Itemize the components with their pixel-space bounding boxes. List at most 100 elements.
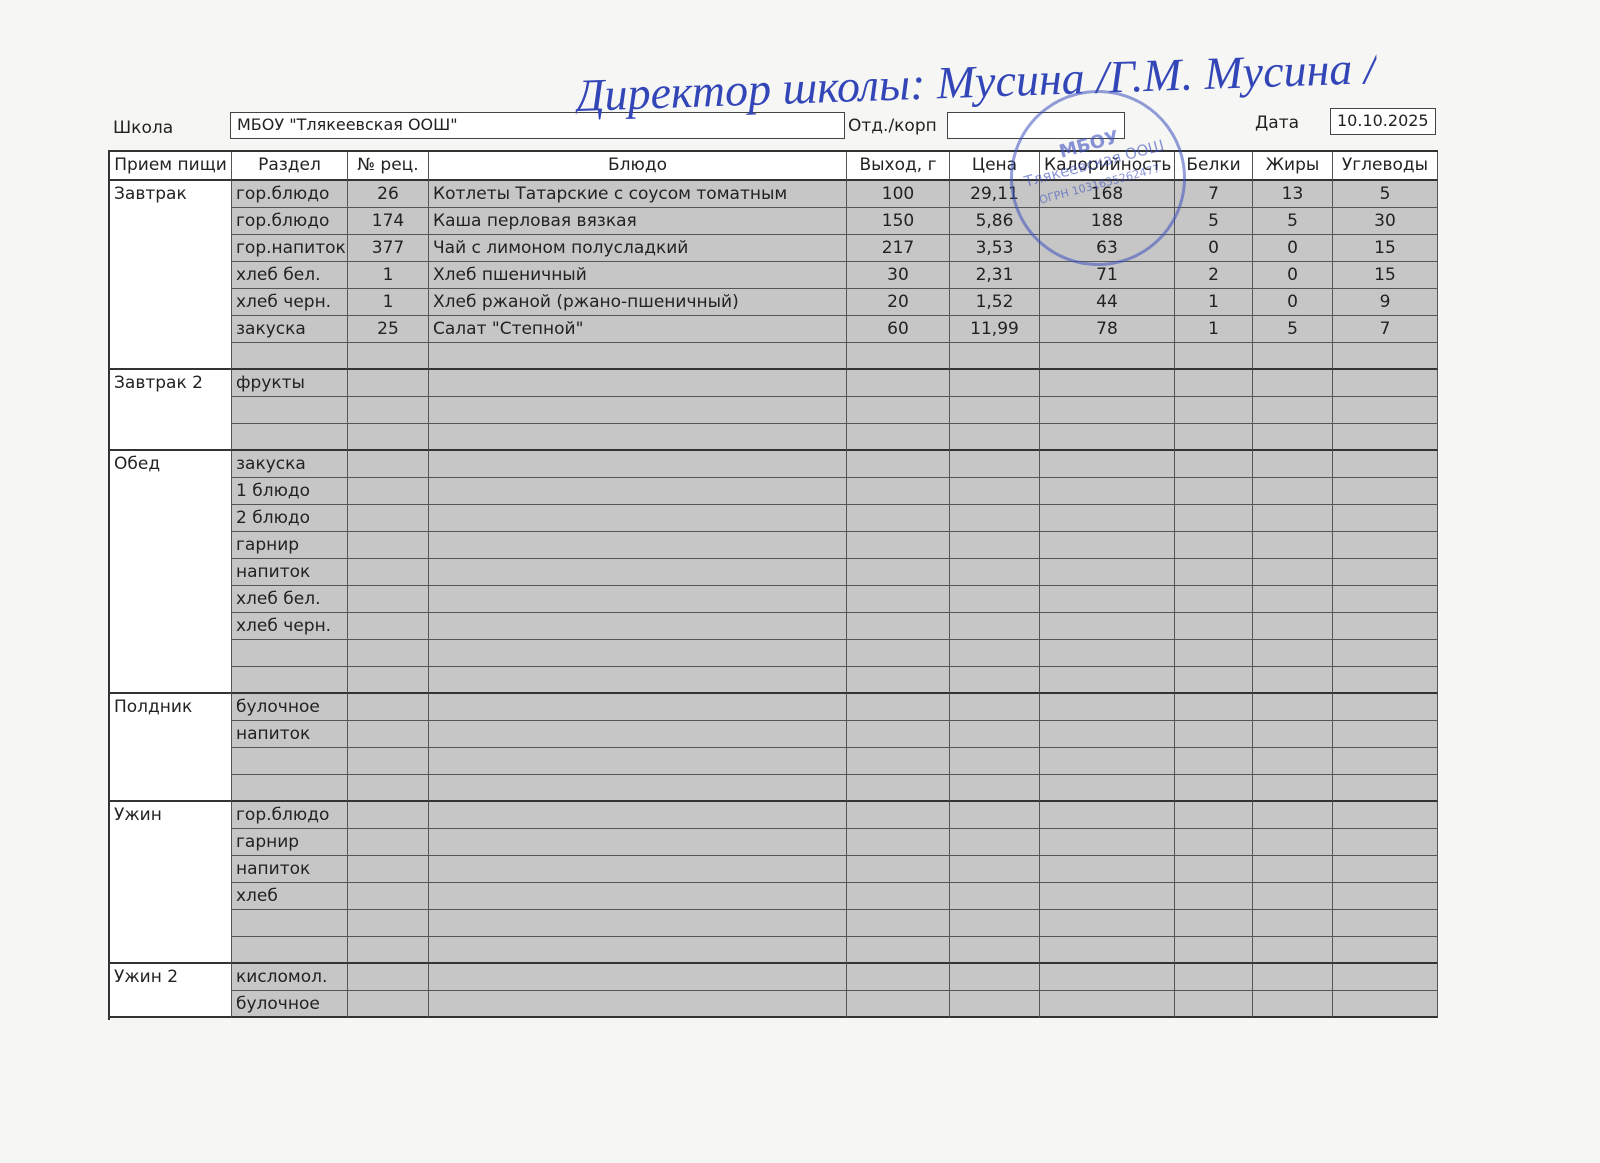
kcal-cell [1040,613,1175,640]
section-cell: гарнир [232,532,348,559]
dish-cell [429,721,847,748]
carbs-cell [1333,370,1438,397]
protein-cell [1175,424,1253,451]
kcal-cell [1040,478,1175,505]
fat-cell [1253,424,1333,451]
price-cell [950,775,1040,802]
yield-cell [847,505,950,532]
fat-cell [1253,451,1333,478]
section-cell: закуска [232,451,348,478]
yield-cell [847,883,950,910]
fat-cell [1253,559,1333,586]
carbs-cell [1333,937,1438,964]
recipe-cell [348,451,429,478]
dish-cell [429,613,847,640]
protein-cell: 5 [1175,208,1253,235]
section-cell [232,397,348,424]
yield-cell [847,937,950,964]
kcal-cell [1040,397,1175,424]
recipe-cell [348,532,429,559]
kcal-cell [1040,451,1175,478]
kcal-cell: 188 [1040,208,1175,235]
protein-cell [1175,478,1253,505]
fat-cell [1253,694,1333,721]
section-cell [232,748,348,775]
dish-cell [429,937,847,964]
carbs-cell [1333,451,1438,478]
section-cell: булочное [232,991,348,1018]
yield-cell: 60 [847,316,950,343]
recipe-cell [348,640,429,667]
dish-cell: Хлеб ржаной (ржано-пшеничный) [429,289,847,316]
dish-cell [429,802,847,829]
section-cell: 2 блюдо [232,505,348,532]
protein-cell [1175,370,1253,397]
price-cell [950,451,1040,478]
carbs-cell [1333,883,1438,910]
dish-cell [429,370,847,397]
kcal-cell [1040,343,1175,370]
carbs-cell [1333,748,1438,775]
recipe-cell [348,883,429,910]
kcal-cell [1040,694,1175,721]
protein-cell [1175,910,1253,937]
recipe-cell: 25 [348,316,429,343]
carbs-cell [1333,802,1438,829]
protein-cell [1175,964,1253,991]
price-cell [950,505,1040,532]
fat-cell [1253,478,1333,505]
fat-cell [1253,964,1333,991]
yield-cell [847,991,950,1018]
recipe-cell [348,613,429,640]
price-cell [950,667,1040,694]
dish-cell [429,397,847,424]
fat-cell [1253,856,1333,883]
dish-cell: Хлеб пшеничный [429,262,847,289]
kcal-cell [1040,370,1175,397]
header-cell: Выход, г [847,152,950,181]
dish-cell [429,532,847,559]
price-cell [950,586,1040,613]
carbs-cell [1333,586,1438,613]
price-cell [950,424,1040,451]
dish-cell [429,748,847,775]
signature: Директор школы: Мусина /Г.М. Мусина / [574,42,1378,121]
recipe-cell: 26 [348,181,429,208]
protein-cell [1175,397,1253,424]
protein-cell [1175,451,1253,478]
kcal-cell [1040,829,1175,856]
kcal-cell [1040,586,1175,613]
recipe-cell [348,964,429,991]
yield-cell [847,721,950,748]
fat-cell [1253,397,1333,424]
protein-cell: 2 [1175,262,1253,289]
dish-cell [429,478,847,505]
recipe-cell [348,559,429,586]
price-cell [950,370,1040,397]
carbs-cell: 15 [1333,235,1438,262]
menu-table: Прием пищи Раздел № рец. Блюдо Выход, г Цена К… [108,150,1438,1020]
price-cell [950,964,1040,991]
carbs-cell [1333,856,1438,883]
dish-cell [429,640,847,667]
price-cell [950,397,1040,424]
carbs-cell [1333,559,1438,586]
header-cell: № рец. [348,152,429,181]
fat-cell [1253,613,1333,640]
carbs-cell: 9 [1333,289,1438,316]
carbs-cell [1333,532,1438,559]
fat-cell [1253,883,1333,910]
fat-cell: 0 [1253,289,1333,316]
meal-cell: Ужин 2 [110,964,232,1018]
price-cell [950,748,1040,775]
fat-cell: 5 [1253,208,1333,235]
yield-cell: 217 [847,235,950,262]
carbs-cell: 30 [1333,208,1438,235]
meal-cell: Завтрак 2 [110,370,232,451]
kcal-cell: 71 [1040,262,1175,289]
price-cell [950,856,1040,883]
protein-cell [1175,640,1253,667]
section-cell: хлеб бел. [232,586,348,613]
header-cell: Жиры [1253,152,1333,181]
